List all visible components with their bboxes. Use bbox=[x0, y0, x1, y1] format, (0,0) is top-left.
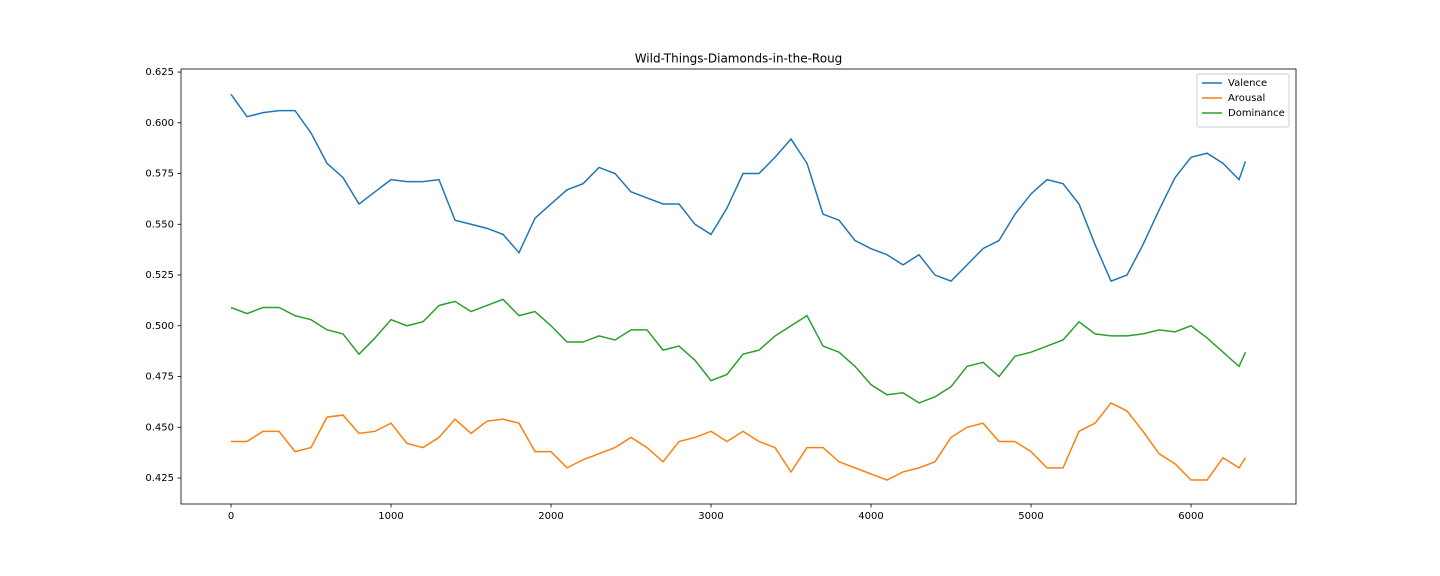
x-tick-label: 6000 bbox=[1178, 511, 1203, 522]
y-tick-label: 0.600 bbox=[145, 118, 174, 129]
series-line bbox=[230, 93, 1247, 283]
x-tick-label: 1000 bbox=[378, 511, 403, 522]
x-tick-label: 5000 bbox=[1018, 511, 1043, 522]
x-tick-label: 0 bbox=[228, 511, 234, 522]
y-tick-label: 0.425 bbox=[145, 473, 174, 484]
y-tick-label: 0.550 bbox=[145, 219, 174, 230]
legend-label: Dominance bbox=[1228, 108, 1285, 119]
legend-label: Valence bbox=[1228, 78, 1267, 89]
y-tick-label: 0.450 bbox=[145, 422, 174, 433]
series-line bbox=[230, 298, 1247, 404]
legend-label: Arousal bbox=[1228, 93, 1265, 104]
x-tick-label: 4000 bbox=[858, 511, 883, 522]
y-tick-label: 0.625 bbox=[145, 67, 174, 78]
y-tick-label: 0.525 bbox=[145, 270, 174, 281]
plot-frame bbox=[180, 68, 1297, 505]
chart-title: Wild-Things-Diamonds-in-the-Roug bbox=[635, 52, 843, 66]
y-tick-label: 0.500 bbox=[145, 321, 174, 332]
x-tick-label: 3000 bbox=[698, 511, 723, 522]
series-line bbox=[231, 401, 1247, 481]
x-tick-label: 2000 bbox=[538, 511, 563, 522]
y-tick-label: 0.475 bbox=[145, 372, 174, 383]
y-tick-label: 0.575 bbox=[145, 169, 174, 180]
